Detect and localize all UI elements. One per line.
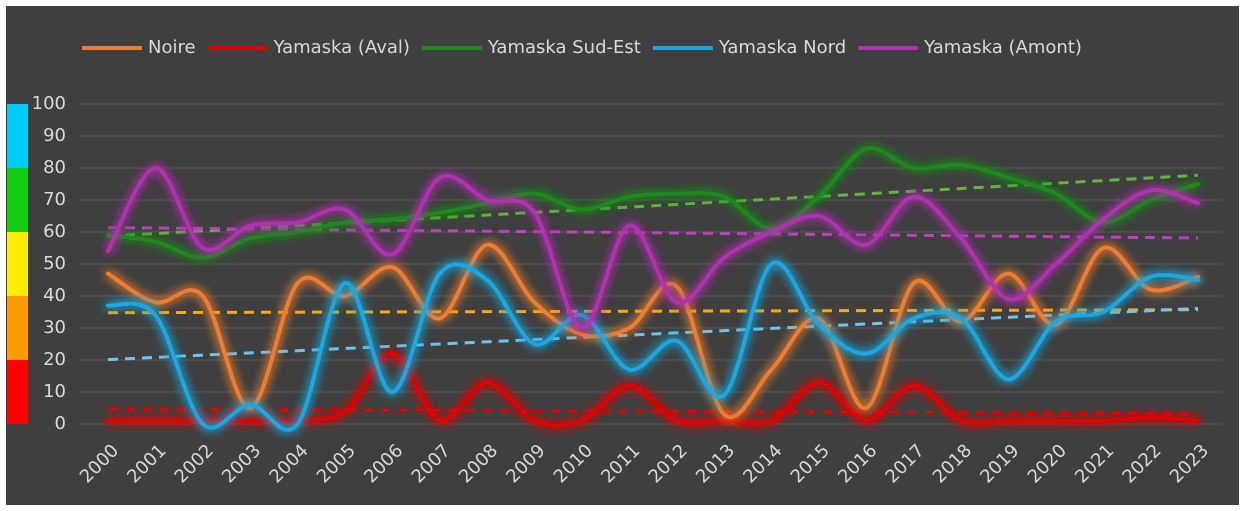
y-tick-label: 20: [43, 349, 66, 370]
level-band: [7, 296, 28, 360]
y-tick-label: 40: [43, 285, 66, 306]
trend-line: [107, 407, 1199, 416]
trend-line: [107, 306, 1199, 362]
series-line: [106, 242, 1200, 419]
y-tick-label: 60: [43, 221, 66, 242]
y-tick-label: 30: [43, 317, 66, 338]
y-tick-label: 100: [32, 93, 66, 114]
trend-line: [107, 226, 1199, 240]
legend-label: Yamaska (Aval): [273, 37, 410, 58]
level-band: [7, 360, 28, 424]
y-tick-label: 90: [43, 125, 66, 146]
trend-line: [107, 308, 1199, 315]
level-band: [7, 168, 28, 232]
level-band: [7, 104, 28, 168]
y-tick-label: 10: [43, 381, 66, 402]
legend-label: Noire: [148, 37, 196, 58]
trend-line: [107, 173, 1199, 238]
legend-label: Yamaska (Amont): [923, 37, 1082, 58]
y-tick-label: 50: [43, 253, 66, 274]
legend-label: Yamaska Nord: [718, 37, 846, 58]
y-tick-label: 70: [43, 189, 66, 210]
series-line: [106, 260, 1200, 432]
legend-label: Yamaska Sud-Est: [487, 37, 641, 58]
series-line: [106, 165, 1200, 330]
y-tick-label: 0: [55, 413, 66, 434]
series-line: [106, 146, 1200, 260]
level-band: [7, 232, 28, 296]
y-tick-label: 80: [43, 157, 66, 178]
